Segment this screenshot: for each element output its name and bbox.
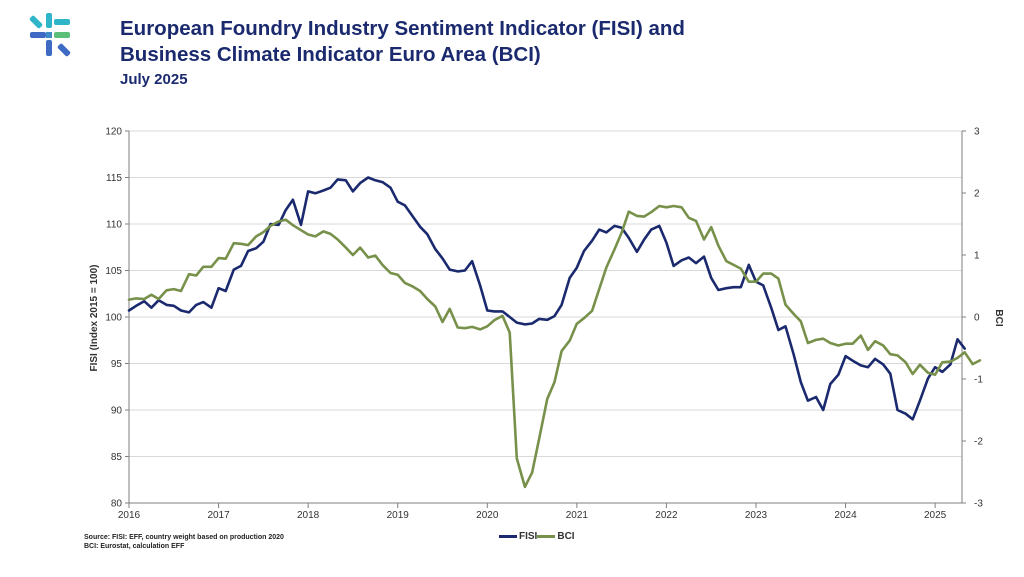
y-axis-label: FISI (Index 2015 = 100): [89, 265, 100, 372]
y2-tick-label: -1: [974, 375, 983, 386]
y-tick-label: 95: [111, 359, 123, 370]
x-tick-label: 2017: [207, 510, 230, 521]
y-tick-label: 80: [111, 499, 123, 510]
legend-label-fisi: FISI: [519, 531, 538, 542]
y-tick-label: 100: [105, 313, 122, 324]
x-tick-label: 2020: [476, 510, 499, 521]
y-tick-label: 115: [106, 173, 122, 184]
x-tick-label: 2024: [834, 510, 857, 521]
x-tick-label: 2022: [655, 510, 678, 521]
y-tick-label: 90: [111, 406, 123, 417]
chart-title-line-2: Business Climate Indicator Euro Area (BC…: [120, 43, 541, 66]
tick-labels: 80 85 90 95 100 105 110 115 120 -3 -2 -1 0 1 2 3 2016 201…: [105, 127, 983, 522]
title-block: European Foundry Industry Sentiment Indi…: [120, 16, 685, 91]
series-line-bci: [127, 204, 982, 489]
legend-swatch-bci: [537, 535, 556, 538]
x-tick-label: 2025: [924, 510, 947, 521]
y2-tick-label: 0: [974, 313, 980, 324]
y2-tick-label: 2: [974, 189, 980, 200]
chart-title-line-1: European Foundry Industry Sentiment Indi…: [120, 17, 685, 40]
legend-item-bci: BCI: [537, 531, 575, 542]
y2-tick-label: -2: [974, 437, 983, 448]
source-line-1: Source: FISI: EFF, country weight based …: [84, 534, 284, 541]
x-tick-label: 2023: [745, 510, 768, 521]
y-tick-label: 105: [105, 266, 122, 277]
series-line-fisi: [127, 176, 966, 421]
legend-swatch-fisi: [499, 535, 517, 538]
x-tick-label: 2018: [297, 510, 320, 521]
x-tick-label: 2021: [566, 510, 589, 521]
y-tick-label: 120: [105, 127, 122, 138]
x-tick-label: 2019: [387, 510, 410, 521]
legend-item-fisi: FISI: [499, 531, 537, 542]
y2-tick-label: 3: [974, 127, 980, 138]
axes: [125, 130, 966, 508]
y-tick-label: 85: [111, 452, 123, 463]
y2-axis-label: BCI: [993, 309, 1004, 326]
x-tick-label: 2016: [118, 510, 141, 521]
y2-tick-label: -3: [974, 499, 983, 510]
source-line-2: BCI: Eurostat, calculation EFF: [84, 543, 185, 550]
legend: FISI BCI: [499, 531, 575, 542]
y-tick-label: 110: [106, 220, 122, 231]
chart-subtitle: July 2025: [120, 71, 188, 88]
y2-tick-label: 1: [974, 251, 980, 262]
legend-label-bci: BCI: [557, 531, 575, 542]
eff-logo-icon: [24, 10, 76, 60]
source-note: Source: FISI: EFF, country weight based …: [84, 533, 284, 551]
series-lines: [127, 176, 982, 489]
